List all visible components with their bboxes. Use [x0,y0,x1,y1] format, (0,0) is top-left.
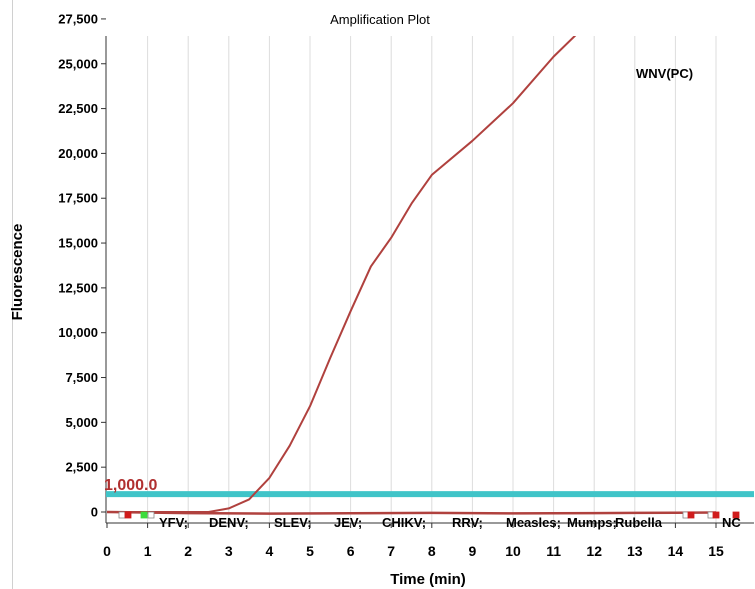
x-tick-label: 0 [103,543,111,559]
negative-label: RRV; [452,515,483,530]
x-tick-label: 6 [347,543,355,559]
negative-label: DENV; [209,515,249,530]
negative-label: Mumps; [567,515,617,530]
series-label: WNV(PC) [636,66,693,81]
y-tick-label: 10,000 [58,325,98,340]
y-tick-label: 5,000 [65,415,98,430]
baseline-marker [118,511,126,519]
x-tick-label: 1 [144,543,152,559]
threshold-label: 1,000.0 [104,477,157,494]
y-tick-label: 7,500 [65,370,98,385]
x-tick-label: 10 [505,543,521,559]
series: WNV(PC) [106,36,717,515]
grid [147,36,717,523]
negative-control-labels: YFV; DENV; SLEV; JEV; CHIKV; RRV; Measles; Mump… [118,511,741,530]
y-tick-label: 12,500 [58,280,98,295]
y-tick-label: 0 [91,505,98,520]
baseline-marker [712,511,720,519]
baseline-marker [140,511,148,519]
negative-label: Rubella [615,515,663,530]
y-tick-label: 20,000 [58,146,98,161]
axes [101,18,754,528]
x-tick-label: 2 [184,543,192,559]
x-tick-label: 3 [225,543,233,559]
x-tick-label: 12 [586,543,602,559]
y-tick-label: 17,500 [58,191,98,206]
baseline-marker [124,511,132,519]
negative-label: Measles; [506,515,561,530]
x-tick-label: 4 [266,543,274,559]
y-tick-label: 25,000 [58,56,98,71]
y-tick-label: 22,500 [58,101,98,116]
x-tick-label: 13 [627,543,643,559]
baseline-marker [147,511,155,519]
y-tick-labels: 0 2,500 5,000 7,500 10,000 12,500 15,000 17,500… [58,11,98,520]
y-axis-label: Fluorescence [9,224,26,321]
series-line-wnv-pc [107,36,577,513]
x-tick-label: 9 [469,543,477,559]
x-axis-label: Time (min) [390,571,466,588]
x-tick-labels: 0 1 2 3 4 5 6 7 8 9 10 11 12 13 14 15 [103,543,724,559]
negative-label: JEV; [334,515,362,530]
negative-label: NC [722,515,741,530]
negative-label: CHIKV; [382,515,426,530]
y-tick-label: 15,000 [58,236,98,251]
negative-label: YFV; [159,515,188,530]
baseline-marker [732,511,740,519]
threshold: 1,000.0 [104,477,754,498]
y-tick-label: 27,500 [58,11,98,26]
x-tick-label: 15 [708,543,724,559]
x-tick-label: 7 [387,543,395,559]
negative-label: SLEV; [274,515,312,530]
x-tick-label: 5 [306,543,314,559]
y-tick-label: 2,500 [65,460,98,475]
x-tick-label: 14 [668,543,684,559]
baseline-marker [687,511,695,519]
x-tick-label: 8 [428,543,436,559]
chart-title: Amplification Plot [330,12,430,27]
x-tick-label: 11 [546,543,561,559]
plot-frame [12,0,755,589]
series-line-negatives [106,510,717,515]
